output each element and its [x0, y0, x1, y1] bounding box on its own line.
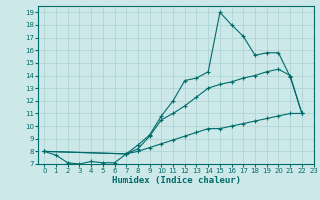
X-axis label: Humidex (Indice chaleur): Humidex (Indice chaleur): [111, 176, 241, 185]
